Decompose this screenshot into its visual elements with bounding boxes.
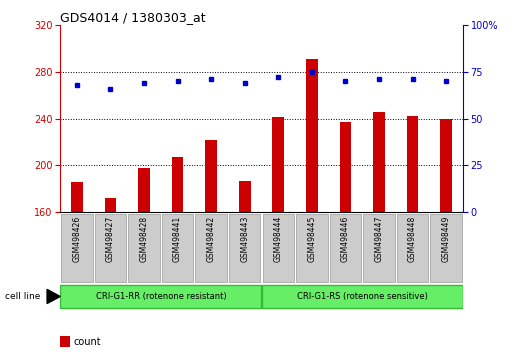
Text: GSM498445: GSM498445: [308, 216, 316, 262]
Text: GSM498449: GSM498449: [441, 216, 451, 262]
Bar: [407, 116, 418, 212]
Text: GDS4014 / 1380303_at: GDS4014 / 1380303_at: [60, 11, 206, 24]
Bar: [363, 214, 395, 282]
Bar: [206, 140, 217, 212]
Text: GSM498443: GSM498443: [240, 216, 249, 262]
Bar: [128, 214, 160, 282]
Text: GSM498448: GSM498448: [408, 216, 417, 262]
Bar: [272, 118, 284, 212]
Bar: [138, 168, 150, 212]
Bar: [329, 214, 361, 282]
Text: cell line: cell line: [5, 292, 41, 301]
Text: GSM498442: GSM498442: [207, 216, 215, 262]
Text: GSM498446: GSM498446: [341, 216, 350, 262]
Bar: [239, 181, 251, 212]
Bar: [373, 112, 385, 212]
Bar: [105, 198, 116, 212]
Text: GSM498427: GSM498427: [106, 216, 115, 262]
Bar: [339, 122, 351, 212]
Text: GSM498426: GSM498426: [72, 216, 82, 262]
Bar: [172, 157, 184, 212]
Bar: [95, 214, 126, 282]
Bar: [61, 285, 261, 308]
Bar: [296, 214, 327, 282]
Text: GSM498447: GSM498447: [374, 216, 383, 262]
Bar: [440, 119, 452, 212]
Bar: [397, 214, 428, 282]
Polygon shape: [47, 290, 60, 303]
Text: GSM498444: GSM498444: [274, 216, 283, 262]
Text: CRI-G1-RR (rotenone resistant): CRI-G1-RR (rotenone resistant): [96, 292, 226, 301]
Bar: [229, 214, 260, 282]
Bar: [61, 214, 93, 282]
Bar: [263, 214, 294, 282]
Text: count: count: [73, 337, 101, 347]
Text: CRI-G1-RS (rotenone sensitive): CRI-G1-RS (rotenone sensitive): [297, 292, 428, 301]
Bar: [196, 214, 227, 282]
Bar: [162, 214, 194, 282]
Bar: [262, 285, 462, 308]
Text: GSM498428: GSM498428: [140, 216, 149, 262]
Bar: [71, 182, 83, 212]
Text: GSM498441: GSM498441: [173, 216, 182, 262]
Bar: [306, 59, 317, 212]
Bar: [430, 214, 462, 282]
